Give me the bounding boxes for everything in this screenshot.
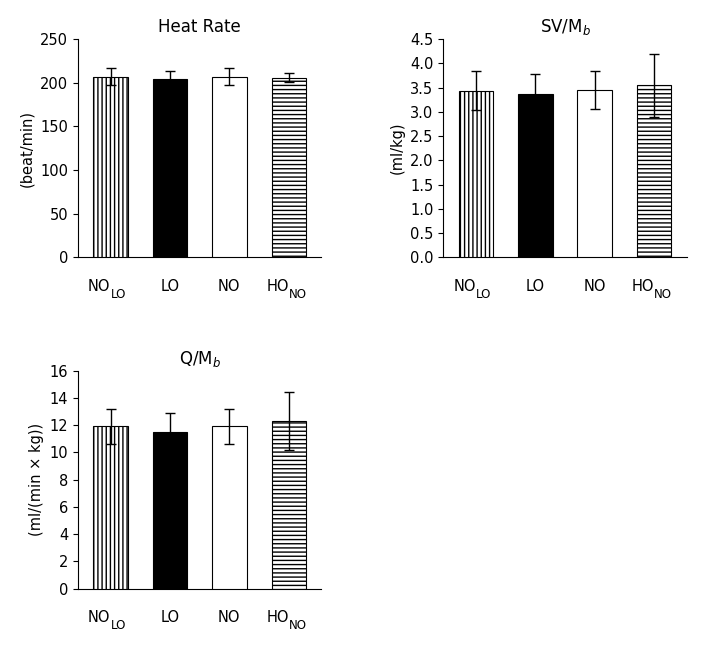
Text: NO: NO [88, 279, 110, 294]
Text: LO: LO [161, 279, 180, 294]
Bar [459, 91, 493, 257]
Text: HO: HO [632, 279, 654, 294]
Title: Q/M$_b$: Q/M$_b$ [178, 349, 221, 369]
Y-axis label: (ml/kg): (ml/kg) [389, 122, 404, 175]
Title: SV/M$_b$: SV/M$_b$ [539, 17, 590, 37]
Text: NO: NO [453, 279, 476, 294]
Text: HO: HO [266, 610, 289, 625]
Bar [212, 77, 246, 257]
Y-axis label: (ml/(min × kg)): (ml/(min × kg)) [29, 423, 44, 536]
Text: LO: LO [161, 610, 180, 625]
Bar [212, 426, 246, 589]
Bar [578, 90, 612, 257]
Text: NO: NO [218, 279, 241, 294]
Bar [272, 421, 306, 589]
Text: NO: NO [218, 610, 241, 625]
Bar [518, 94, 552, 257]
Bar [153, 79, 187, 257]
Text: NO: NO [654, 288, 672, 301]
Text: NO: NO [289, 619, 307, 632]
Bar [272, 78, 306, 257]
Y-axis label: (beat/min): (beat/min) [20, 110, 35, 187]
Bar [637, 85, 671, 257]
Text: NO: NO [88, 610, 110, 625]
Bar [93, 77, 127, 257]
Text: LO: LO [110, 288, 126, 301]
Text: LO: LO [476, 288, 491, 301]
Title: Heat Rate: Heat Rate [159, 18, 241, 36]
Text: LO: LO [526, 279, 545, 294]
Text: HO: HO [266, 279, 289, 294]
Bar [93, 426, 127, 589]
Text: NO: NO [289, 288, 307, 301]
Text: NO: NO [583, 279, 606, 294]
Bar [153, 432, 187, 589]
Text: LO: LO [110, 619, 126, 632]
